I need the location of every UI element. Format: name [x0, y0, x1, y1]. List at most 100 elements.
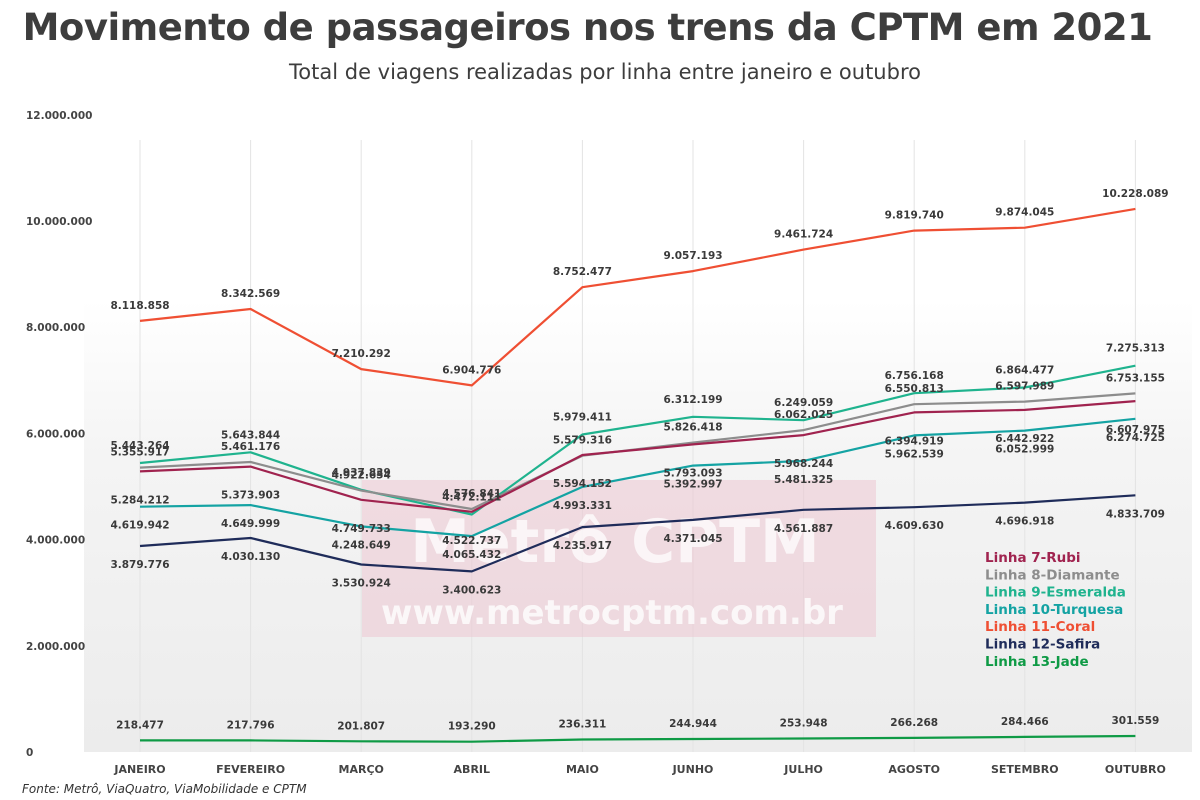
data-label: 7.275.313	[1106, 343, 1165, 355]
y-tick-label: 0	[26, 747, 33, 759]
data-label: 4.696.918	[995, 516, 1054, 528]
series-line	[140, 734, 1136, 743]
series-line	[139, 494, 1136, 573]
data-label: 6.312.199	[663, 394, 722, 406]
data-label: 8.118.858	[110, 300, 169, 312]
data-label: 10.228.089	[1102, 188, 1168, 200]
source-note: Fonte: Metrô, ViaQuatro, ViaMobilidade e…	[22, 782, 307, 796]
x-tick-label: MARÇO	[339, 763, 384, 776]
data-label: 6.249.059	[774, 397, 833, 409]
data-label: 4.371.045	[663, 533, 722, 545]
data-label: 4.561.887	[774, 523, 833, 535]
watermark-brand: Metrô CPTM	[410, 507, 819, 577]
data-label: 7.210.292	[332, 348, 391, 360]
data-label: 6.394.919	[885, 435, 944, 447]
data-label: 5.793.093	[663, 467, 722, 479]
x-axis: JANEIRO FEVEREIRO MARÇO ABRIL MAIO JUNHO JULHO…	[113, 763, 1165, 776]
data-label: 9.057.193	[663, 250, 722, 262]
x-tick-label: SETEMBRO	[991, 763, 1059, 776]
data-label: 5.392.997	[663, 479, 722, 491]
data-label: 4.937.839	[332, 467, 391, 479]
data-label: 8.342.569	[221, 288, 280, 300]
y-axis: 0 2.000.000 4.000.000 6.000.000 8.000.000 10.…	[26, 110, 92, 759]
data-label: 4.609.630	[885, 520, 944, 532]
series-lines	[139, 207, 1136, 743]
data-label: 6.904.776	[442, 364, 501, 376]
watermark-url: www.metrocptm.com.br	[381, 593, 843, 633]
data-label: 5.962.539	[885, 448, 944, 460]
data-label: 9.819.740	[885, 210, 944, 222]
data-label: 5.826.418	[663, 422, 722, 434]
data-label: 284.466	[1001, 716, 1049, 728]
series-line	[139, 400, 1136, 513]
data-label: 4.030.130	[221, 551, 280, 563]
data-label: 244.944	[669, 718, 717, 730]
watermark: Metrô CPTM www.metrocptm.com.br	[362, 480, 876, 637]
data-label: 5.355.917	[110, 447, 169, 459]
data-label: 4.248.649	[332, 539, 391, 551]
data-label: 4.576.841	[442, 488, 501, 500]
data-label: 3.530.924	[332, 578, 391, 590]
data-label: 5.284.212	[110, 494, 169, 506]
data-label: 3.400.623	[442, 584, 501, 596]
data-label: 6.550.813	[885, 383, 944, 395]
data-label: 5.979.411	[553, 411, 612, 423]
data-label: 5.443.264	[110, 440, 169, 452]
legend-item: Linha 11-Coral	[985, 619, 1095, 635]
y-tick-label: 2.000.000	[26, 641, 85, 653]
data-label: 6.062.025	[774, 409, 833, 421]
data-label: 4.749.733	[332, 523, 391, 535]
data-label: 8.752.477	[553, 266, 612, 278]
data-label: 193.290	[448, 721, 496, 733]
data-label: 5.461.176	[221, 441, 280, 453]
data-label: 6.274.725	[1106, 432, 1165, 444]
data-label: 9.874.045	[995, 207, 1054, 219]
x-tick-label: JANEIRO	[113, 763, 165, 776]
data-label: 266.268	[890, 717, 938, 729]
y-tick-label: 6.000.000	[26, 428, 85, 440]
x-tick-label: MAIO	[566, 763, 599, 776]
data-label: 6.607.975	[1106, 424, 1165, 436]
data-label: 6.864.477	[995, 364, 1054, 376]
x-tick-label: AGOSTO	[888, 763, 940, 776]
series-line	[139, 207, 1136, 387]
data-label: 3.879.776	[110, 559, 169, 571]
legend-item: Linha 8-Diamante	[985, 567, 1120, 583]
data-label: 4.472.111	[442, 492, 501, 504]
data-label: 6.756.168	[885, 370, 944, 382]
legend-item: Linha 9-Esmeralda	[985, 585, 1126, 601]
x-tick-label: FEVEREIRO	[216, 763, 285, 776]
data-label: 5.373.903	[221, 490, 280, 502]
data-label: 5.643.844	[221, 429, 280, 441]
x-tick-label: OUTUBRO	[1105, 763, 1166, 776]
chart-title: Movimento de passageiros nos trens da CP…	[22, 6, 1153, 49]
data-label: 4.993.331	[553, 500, 612, 512]
data-label: 5.594.152	[553, 478, 612, 490]
chart-gridlines	[139, 140, 1136, 752]
data-label: 6.442.922	[995, 433, 1054, 445]
data-label: 5.579.316	[553, 435, 612, 447]
data-label: 253.948	[780, 718, 828, 730]
data-label: 218.477	[116, 719, 164, 731]
data-label: 217.796	[227, 719, 275, 731]
x-tick-label: JULHO	[783, 763, 823, 776]
series-line	[139, 417, 1136, 538]
x-tick-label: JUNHO	[672, 763, 714, 776]
data-label: 6.597.989	[995, 381, 1054, 393]
watermark-box	[362, 480, 876, 637]
series-line	[139, 364, 1136, 516]
y-tick-label: 8.000.000	[26, 322, 85, 334]
data-label: 301.559	[1111, 715, 1159, 727]
data-label: 5.968.244	[774, 458, 833, 470]
y-tick-label: 10.000.000	[26, 216, 92, 228]
data-label: 4.833.709	[1106, 508, 1165, 520]
data-labels: 8.118.858 8.342.569 7.210.292 6.904.776 8.75…	[110, 188, 1168, 733]
data-label: 4.619.942	[110, 520, 169, 532]
legend-item: Linha 7-Rubi	[985, 550, 1081, 566]
data-label: 4.235.917	[553, 540, 612, 552]
data-label: 236.311	[558, 718, 606, 730]
data-label: 5.481.325	[774, 474, 833, 486]
y-tick-label: 12.000.000	[26, 110, 92, 122]
